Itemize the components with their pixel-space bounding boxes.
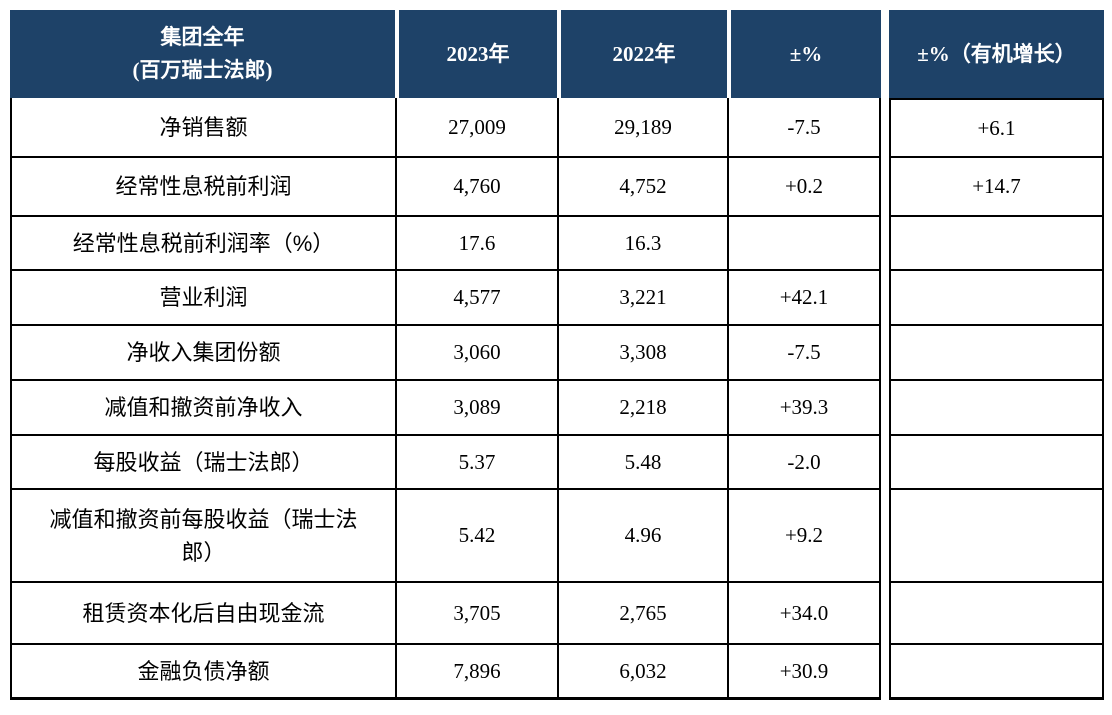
value-2022: 4.96 bbox=[557, 490, 727, 583]
value-2023: 4,760 bbox=[395, 158, 557, 217]
header-2022: 2022年 bbox=[557, 10, 727, 98]
column-gap bbox=[881, 98, 889, 158]
header-2023: 2023年 bbox=[395, 10, 557, 98]
value-organic-growth bbox=[889, 217, 1104, 271]
row-label: 租赁资本化后自由现金流 bbox=[10, 583, 395, 645]
value-pct-change: +42.1 bbox=[727, 271, 881, 326]
row-label-text: 经常性息税前利润率（%） bbox=[72, 230, 335, 256]
value-pct-change bbox=[727, 217, 881, 271]
row-label-text: 减值和撤资前每股收益（瑞士法郎） bbox=[49, 506, 358, 565]
value-pct-change: +0.2 bbox=[727, 158, 881, 217]
value-2022: 2,765 bbox=[557, 583, 727, 645]
value-2022: 4,752 bbox=[557, 158, 727, 217]
row-label-text: 减值和撤资前净收入 bbox=[104, 395, 303, 420]
row-label-text: 净收入集团份额 bbox=[126, 340, 281, 365]
value-2022: 5.48 bbox=[557, 436, 727, 490]
value-organic-growth bbox=[889, 436, 1104, 490]
value-2022: 3,221 bbox=[557, 271, 727, 326]
value-organic-growth bbox=[889, 490, 1104, 583]
value-2023: 3,060 bbox=[395, 326, 557, 381]
value-organic-growth bbox=[889, 583, 1104, 645]
value-2022: 29,189 bbox=[557, 98, 727, 158]
value-2023: 7,896 bbox=[395, 645, 557, 700]
column-gap bbox=[881, 583, 889, 645]
header-group-title-line1: 集团全年 bbox=[160, 25, 245, 50]
header-pct-organic-growth: ±%（有机增长） bbox=[889, 10, 1104, 98]
value-2023: 3,089 bbox=[395, 381, 557, 436]
value-organic-growth bbox=[889, 271, 1104, 326]
value-pct-change: +34.0 bbox=[727, 583, 881, 645]
financial-summary-table: 集团全年 (百万瑞士法郎) 2023年 2022年 ±% ±%（有机增长） 净销… bbox=[10, 10, 1104, 700]
row-label: 经常性息税前利润 bbox=[10, 158, 395, 217]
row-label: 金融负债净额 bbox=[10, 645, 395, 700]
value-2023: 27,009 bbox=[395, 98, 557, 158]
value-pct-change: -2.0 bbox=[727, 436, 881, 490]
value-pct-change: +39.3 bbox=[727, 381, 881, 436]
value-organic-growth bbox=[889, 645, 1104, 700]
value-organic-growth bbox=[889, 326, 1104, 381]
column-gap bbox=[881, 645, 889, 700]
value-2023: 17.6 bbox=[395, 217, 557, 271]
column-gap bbox=[881, 158, 889, 217]
value-organic-growth bbox=[889, 381, 1104, 436]
row-label-text: 每股收益（瑞士法郎） bbox=[93, 449, 314, 475]
value-2023: 4,577 bbox=[395, 271, 557, 326]
row-label-text: 金融负债净额 bbox=[137, 658, 270, 684]
row-label: 净销售额 bbox=[10, 98, 395, 158]
column-gap bbox=[881, 326, 889, 381]
value-pct-change: -7.5 bbox=[727, 98, 881, 158]
value-2023: 3,705 bbox=[395, 583, 557, 645]
column-gap bbox=[881, 436, 889, 490]
header-pct-change: ±% bbox=[727, 10, 881, 98]
column-gap bbox=[881, 217, 889, 271]
row-label: 经常性息税前利润率（%） bbox=[10, 217, 395, 271]
row-label: 减值和撤资前净收入 bbox=[10, 381, 395, 436]
row-label-text: 净销售额 bbox=[159, 114, 248, 140]
column-gap bbox=[881, 490, 889, 583]
value-2022: 2,218 bbox=[557, 381, 727, 436]
row-label: 营业利润 bbox=[10, 271, 395, 326]
value-organic-growth: +14.7 bbox=[889, 158, 1104, 217]
row-label-text: 租赁资本化后自由现金流 bbox=[82, 600, 325, 626]
row-label-text: 经常性息税前利润 bbox=[115, 174, 292, 199]
header-group-title-line2: (百万瑞士法郎) bbox=[132, 58, 273, 82]
value-2022: 16.3 bbox=[557, 217, 727, 271]
header-group-title: 集团全年 (百万瑞士法郎) bbox=[10, 10, 395, 98]
value-2022: 3,308 bbox=[557, 326, 727, 381]
value-organic-growth: +6.1 bbox=[889, 98, 1104, 158]
value-pct-change: +30.9 bbox=[727, 645, 881, 700]
value-pct-change: -7.5 bbox=[727, 326, 881, 381]
row-label: 每股收益（瑞士法郎） bbox=[10, 436, 395, 490]
header-column-gap bbox=[881, 10, 889, 98]
column-gap bbox=[881, 381, 889, 436]
value-2022: 6,032 bbox=[557, 645, 727, 700]
row-label: 减值和撤资前每股收益（瑞士法郎） bbox=[10, 490, 395, 583]
value-2023: 5.42 bbox=[395, 490, 557, 583]
row-label-text: 营业利润 bbox=[159, 285, 248, 310]
value-pct-change: +9.2 bbox=[727, 490, 881, 583]
row-label: 净收入集团份额 bbox=[10, 326, 395, 381]
value-2023: 5.37 bbox=[395, 436, 557, 490]
column-gap bbox=[881, 271, 889, 326]
